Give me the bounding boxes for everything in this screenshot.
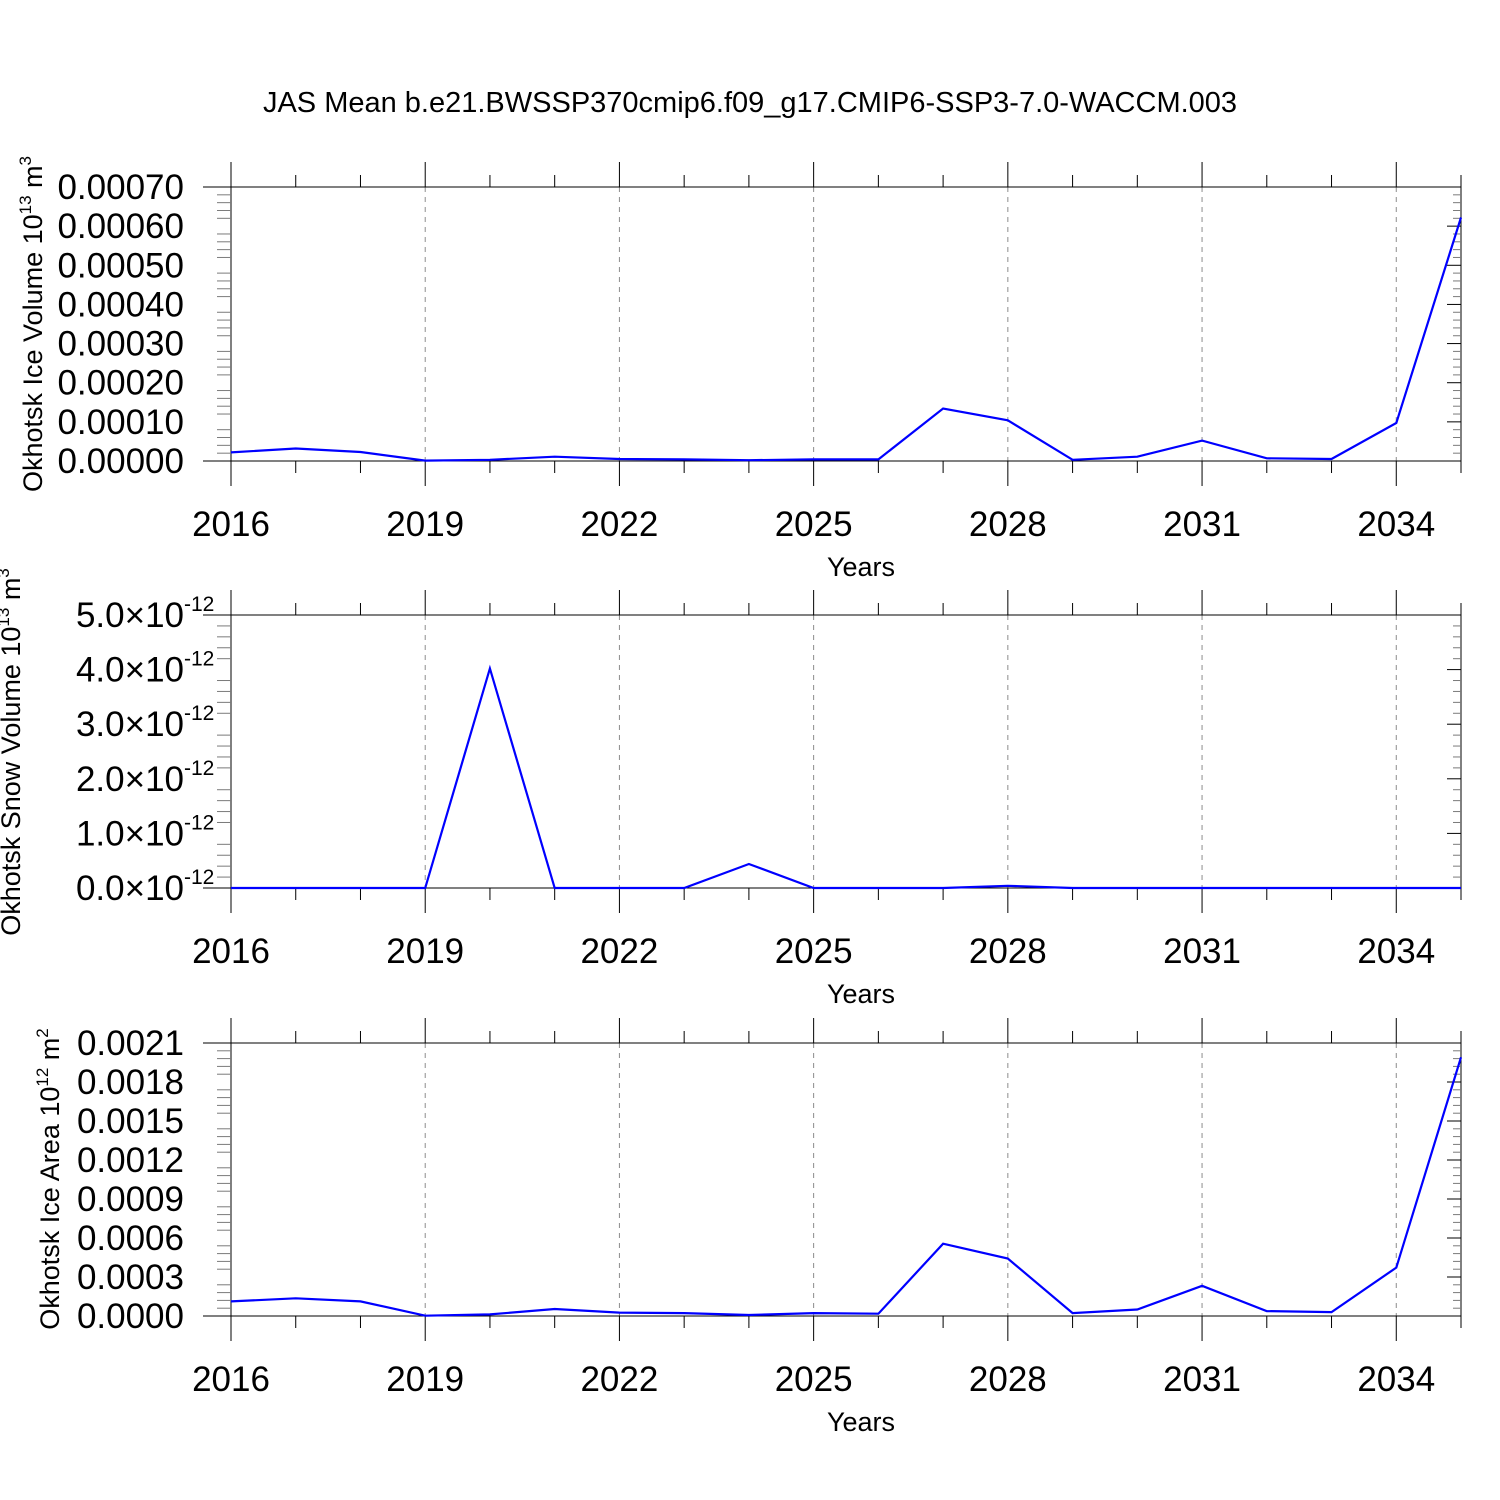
x-tick-label: 2025 (775, 932, 853, 971)
y-tick-label: 0.00020 (57, 364, 184, 403)
y-tick-label: 0.0006 (77, 1219, 184, 1258)
y-tick-label: 0.0018 (77, 1063, 184, 1102)
y-tick-label: 3.0×10 (76, 705, 184, 744)
figure-title: JAS Mean b.e21.BWSSP370cmip6.f09_g17.CMI… (263, 87, 1237, 119)
x-tick-label: 2031 (1163, 1360, 1241, 1399)
y-axis-label: Okhotsk Ice Area 1012 m2 (33, 1028, 65, 1330)
y-tick-exponent: -12 (184, 866, 214, 889)
x-tick-label: 2016 (192, 505, 270, 544)
y-tick-label: 0.0012 (77, 1141, 184, 1180)
x-axis-label: Years (827, 552, 895, 582)
panel-3: 2016 2019 2022 2025 2028 2031 2034 0.00000.0003… (33, 1018, 1463, 1437)
y-tick-label: 0.00070 (57, 168, 184, 207)
x-tick-label: 2025 (775, 505, 853, 544)
series-line (230, 1056, 1463, 1317)
y-tick-exponent: -12 (184, 593, 214, 616)
x-tick-label: 2019 (386, 1360, 464, 1399)
y-tick-exponent: -12 (184, 811, 214, 834)
y-tick-label: 0.0015 (77, 1102, 184, 1141)
y-tick-label: 0.0009 (77, 1180, 184, 1219)
x-tick-label: 2034 (1357, 505, 1435, 544)
y-tick-label: 5.0×10 (76, 596, 184, 635)
x-tick-label: 2028 (969, 505, 1047, 544)
panel-1: 2016 2019 2022 2025 2028 2031 20340.000000.000… (16, 156, 1463, 582)
y-tick-exponent: -12 (184, 702, 214, 725)
y-axis-label: Okhotsk Snow Volume 1013 m3 (0, 568, 26, 936)
x-tick-label: 2034 (1357, 932, 1435, 971)
y-tick-label: 0.0000 (77, 1297, 184, 1336)
x-tick-label: 2031 (1163, 932, 1241, 971)
y-tick-label: 0.00000 (57, 442, 184, 481)
y-tick-label: 0.00030 (57, 325, 184, 364)
x-tick-label: 2019 (386, 505, 464, 544)
y-tick-label: 0.00040 (57, 285, 184, 324)
y-tick-exponent: -12 (184, 648, 214, 671)
y-tick-label: 0.0003 (77, 1258, 184, 1297)
y-tick-label: 0.00050 (57, 246, 184, 285)
x-tick-label: 2034 (1357, 1360, 1435, 1399)
y-tick-label: 1.0×10 (76, 814, 184, 853)
y-tick-exponent: -12 (184, 757, 214, 780)
y-tick-label: 0.00060 (57, 207, 184, 246)
x-tick-label: 2022 (580, 1360, 658, 1399)
x-tick-label: 2019 (386, 932, 464, 971)
x-axis-label: Years (827, 979, 895, 1009)
x-tick-label: 2022 (580, 505, 658, 544)
y-tick-label: 0.00010 (57, 403, 184, 442)
x-tick-label: 2016 (192, 1360, 270, 1399)
panels: 2016 2019 2022 2025 2028 2031 20340.000000.000… (0, 156, 1463, 1437)
series-line (231, 664, 1461, 890)
x-axis-label: Years (827, 1407, 895, 1437)
x-tick-label: 2028 (969, 1360, 1047, 1399)
series-line (230, 217, 1463, 462)
y-tick-label: 0.0021 (77, 1024, 184, 1063)
x-tick-label: 2025 (775, 1360, 853, 1399)
y-tick-label: 0.0×10 (76, 869, 184, 908)
x-tick-label: 2031 (1163, 505, 1241, 544)
y-tick-label: 4.0×10 (76, 651, 184, 690)
y-axis-label: Okhotsk Ice Volume 1013 m3 (16, 156, 48, 492)
x-tick-label: 2022 (580, 932, 658, 971)
x-tick-label: 2016 (192, 932, 270, 971)
x-tick-label: 2028 (969, 932, 1047, 971)
y-tick-label: 2.0×10 (76, 760, 184, 799)
